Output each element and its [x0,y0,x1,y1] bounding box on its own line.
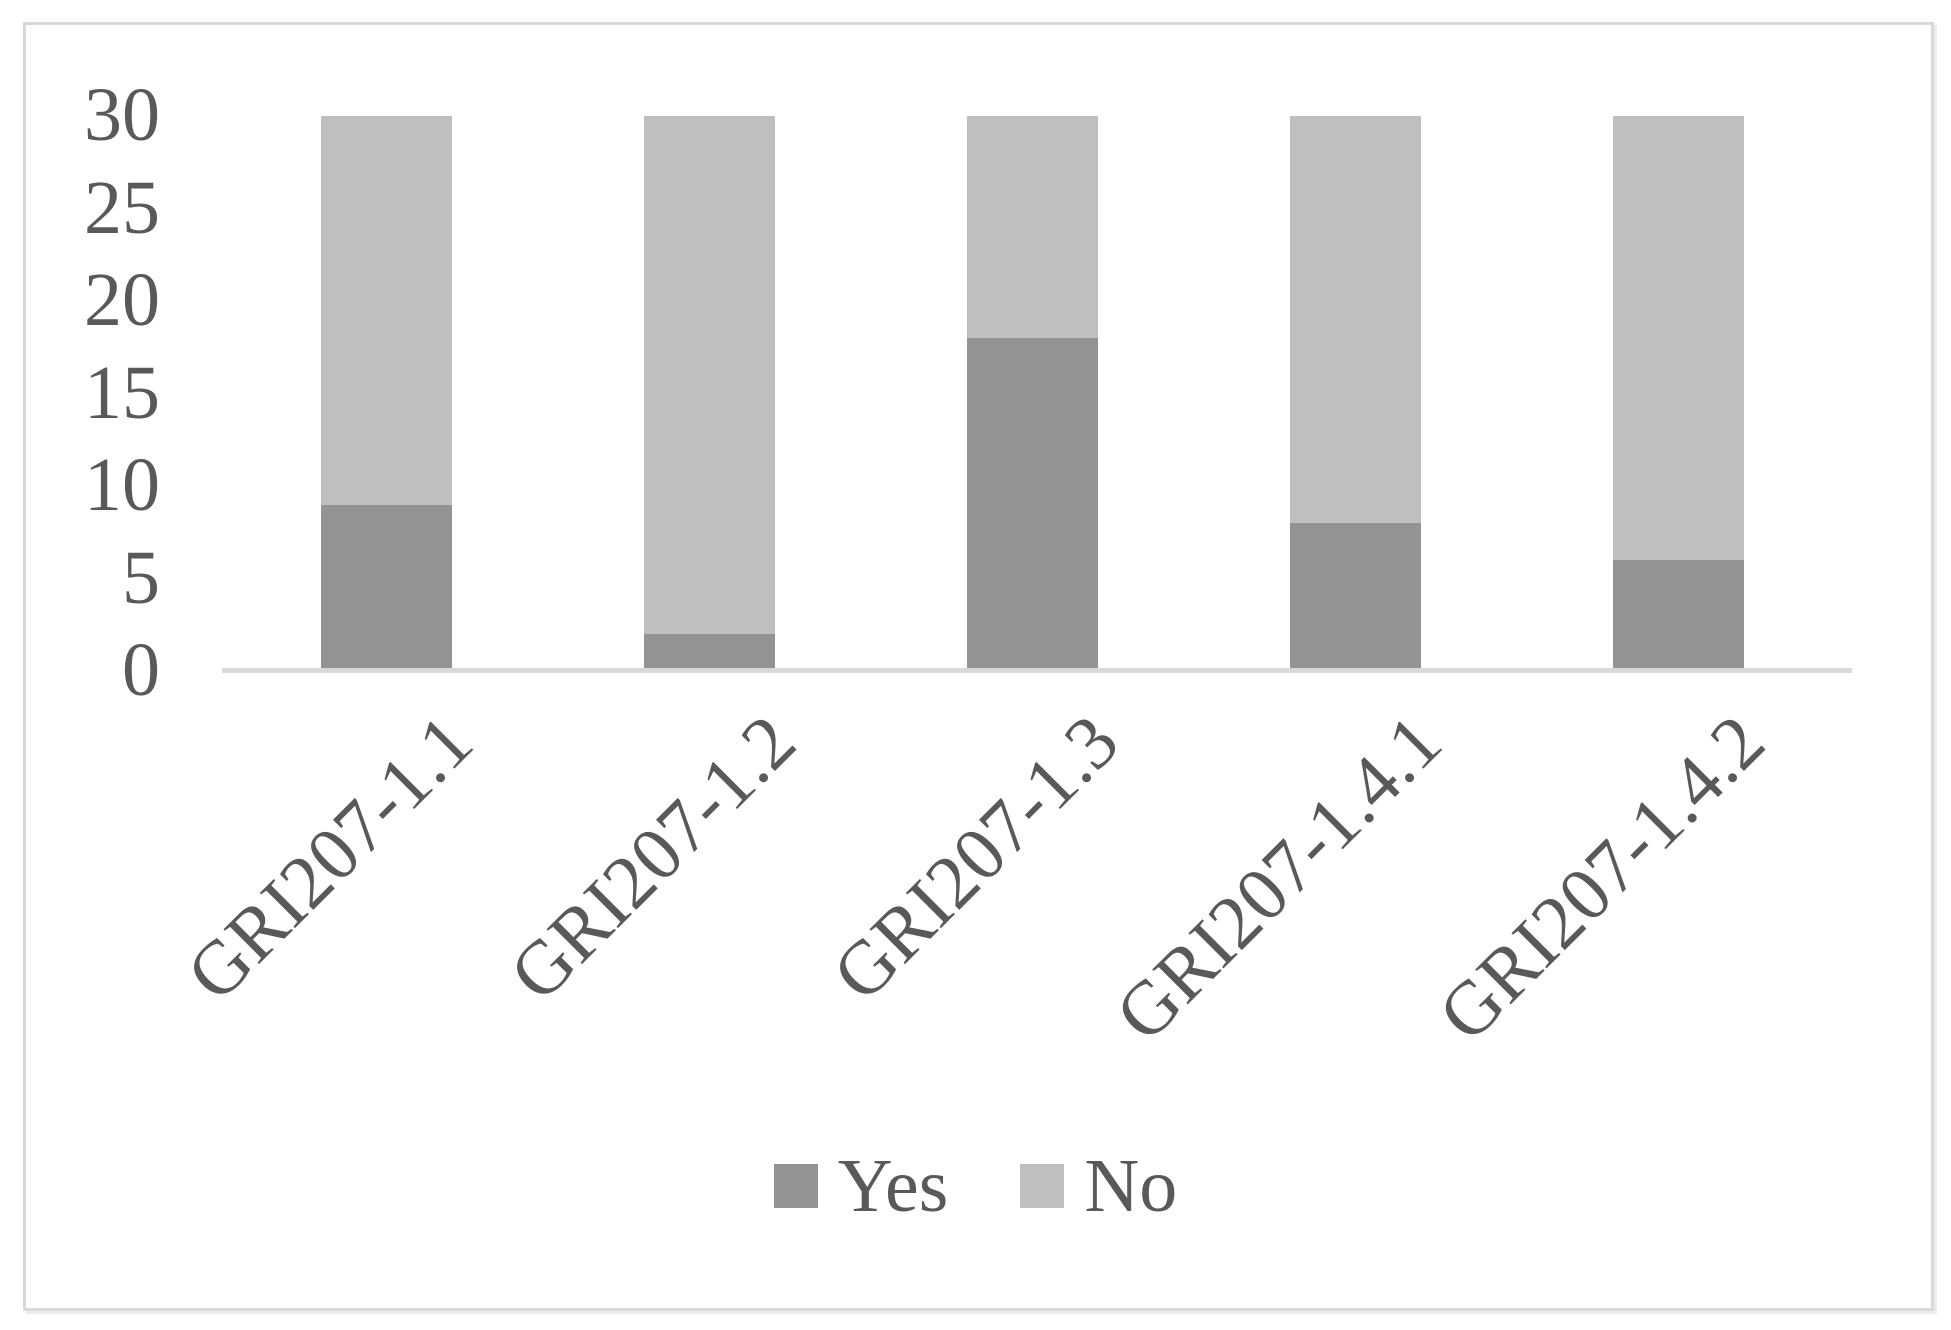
bar-segment-no [1613,116,1744,560]
legend-item-no: No [1020,1148,1177,1224]
bar-segment-yes [321,504,452,671]
bar-segment-yes [967,338,1098,671]
bar-group [644,116,775,671]
x-axis-line [222,668,1852,673]
legend-swatch-yes [773,1164,818,1208]
legend-item-yes: Yes [773,1144,949,1228]
bar-group [321,116,452,671]
bar-segment-yes [1290,523,1421,671]
bar-group [967,116,1098,671]
bar-segment-yes [644,634,775,671]
bar-segment-no [321,116,452,505]
y-axis-tick-label: 30 [84,73,160,157]
y-axis-tick-label: 25 [84,165,160,250]
plot-area [225,116,1840,671]
y-axis-tick-label: 10 [84,443,160,527]
legend-label: Yes [837,1144,949,1228]
y-axis-tick-label: 15 [84,350,160,435]
bar-segment-no [644,116,775,634]
y-axis-tick-label: 5 [122,535,160,620]
legend: Yes No [0,1148,1951,1224]
legend-label: No [1084,1144,1178,1228]
legend-swatch-no [1020,1164,1065,1208]
y-axis-tick-label: 0 [122,628,160,712]
bar-segment-no [967,116,1098,338]
y-axis-tick-label: 20 [84,258,160,342]
bar-group [1613,116,1744,671]
bar-segment-no [1290,116,1421,523]
bar-group [1290,116,1421,671]
bar-segment-yes [1613,560,1744,671]
